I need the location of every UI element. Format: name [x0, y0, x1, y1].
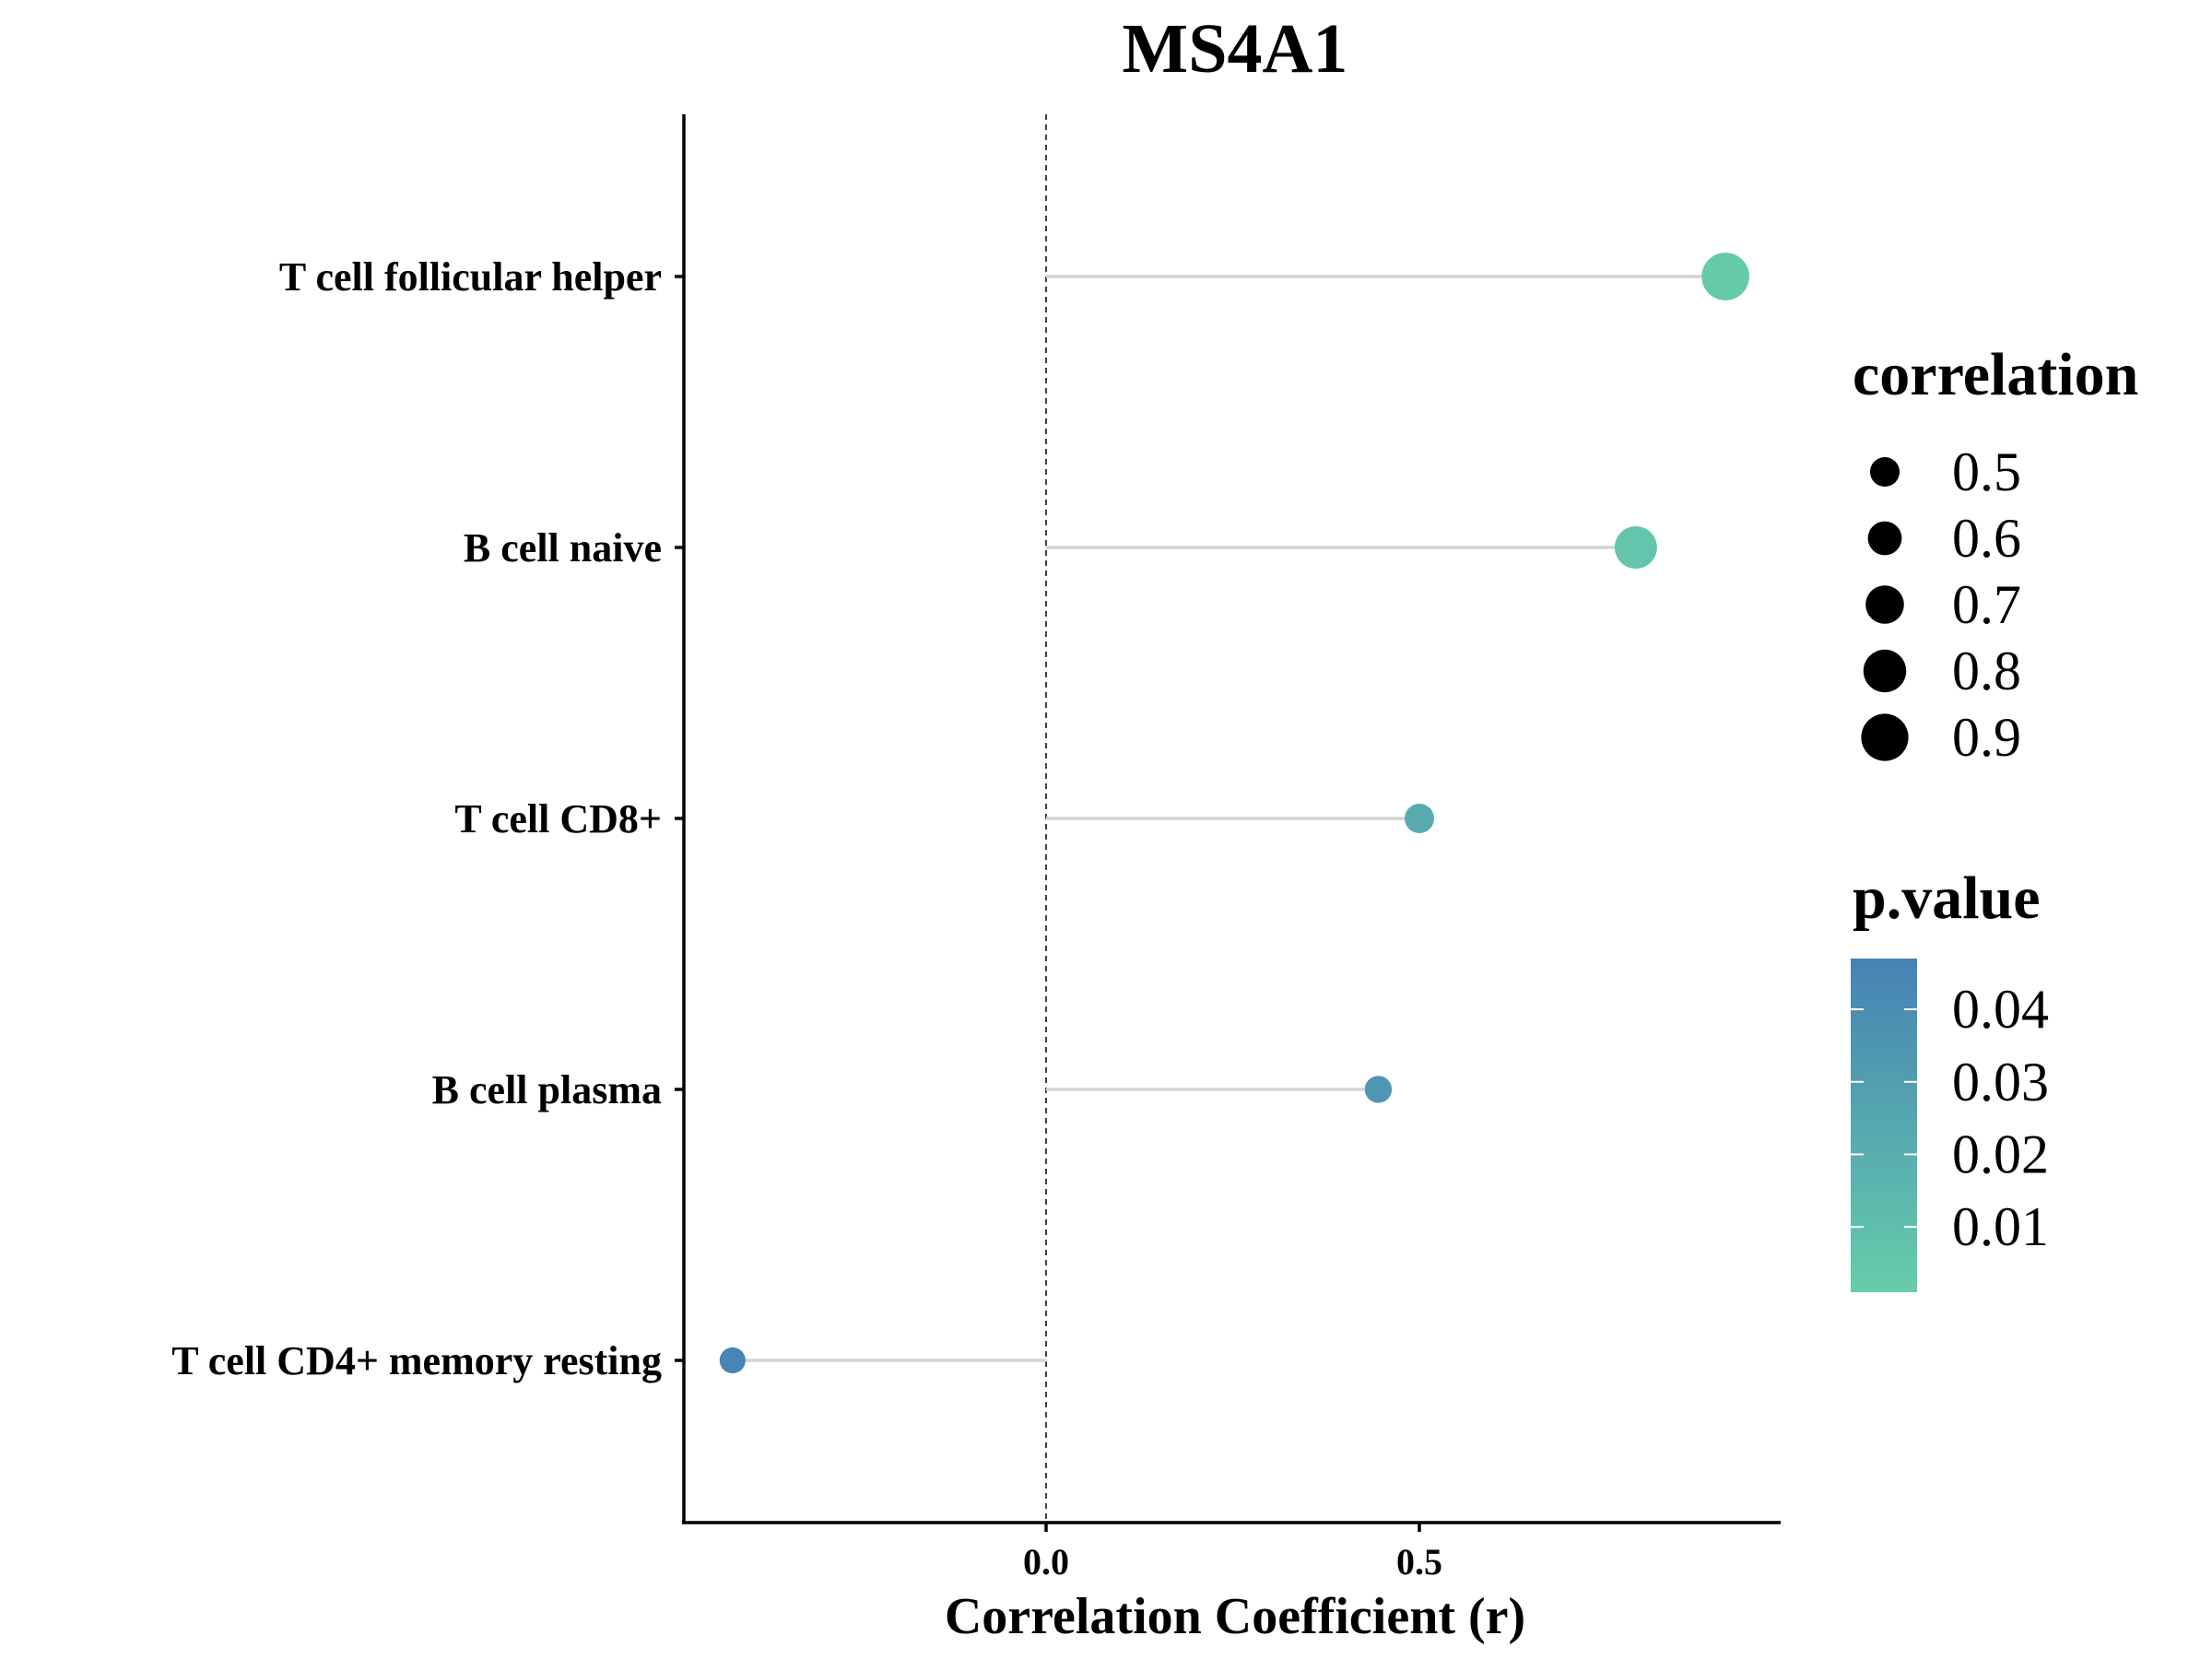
colorbar-label-0: 0.04 [1952, 979, 2049, 1040]
size-legend-key-2 [1865, 585, 1904, 624]
colorbar-label-2: 0.02 [1952, 1124, 2049, 1184]
plot-area: T cell follicular helper B cell naive T ce… [171, 114, 1781, 1583]
size-legend-key-4 [1861, 713, 1909, 761]
p-value-colorbar [1851, 959, 1917, 1292]
chart-title: MS4A1 [1123, 10, 1348, 88]
x-tick-label-0: 0.0 [1023, 1541, 1069, 1583]
point-t-cell-follicular-helper [1701, 253, 1749, 300]
y-tick-label-t-cell-cd4-memory-resting: T cell CD4+ memory resting [171, 1338, 662, 1383]
x-axis-title: Correlation Coefficient (r) [945, 1588, 1525, 1645]
y-tick-label-t-cell-follicular-helper: T cell follicular helper [279, 254, 662, 300]
y-tick-label-t-cell-cd8: T cell CD8+ [454, 796, 662, 841]
point-t-cell-cd4-memory-resting [719, 1347, 746, 1374]
colorbar-label-3: 0.01 [1952, 1196, 2049, 1257]
size-legend-title: correlation [1853, 341, 2138, 408]
color-legend-title: p.value [1853, 865, 2041, 932]
size-legend-label-4: 0.9 [1952, 707, 2021, 768]
size-legend-label-0: 0.5 [1952, 441, 2021, 502]
size-legend-label-1: 0.6 [1952, 508, 2021, 569]
x-tick-label-1: 0.5 [1396, 1541, 1442, 1583]
point-b-cell-plasma [1364, 1076, 1393, 1103]
legend-area: correlation 0.50.60.70.80.9 p.value 0.04 0.0… [1851, 341, 2138, 1292]
size-legend-key-3 [1863, 649, 1907, 693]
size-legend-label-2: 0.7 [1952, 574, 2021, 635]
y-tick-label-b-cell-plasma: B cell plasma [432, 1067, 662, 1112]
colorbar-label-1: 0.03 [1952, 1052, 2049, 1112]
point-b-cell-naive [1614, 526, 1657, 569]
size-legend-key-0 [1870, 457, 1900, 487]
point-t-cell-cd8 [1405, 804, 1434, 833]
size-legend-label-3: 0.8 [1952, 641, 2021, 701]
y-tick-label-b-cell-naive: B cell naive [464, 525, 662, 571]
size-legend-key-1 [1867, 521, 1902, 556]
